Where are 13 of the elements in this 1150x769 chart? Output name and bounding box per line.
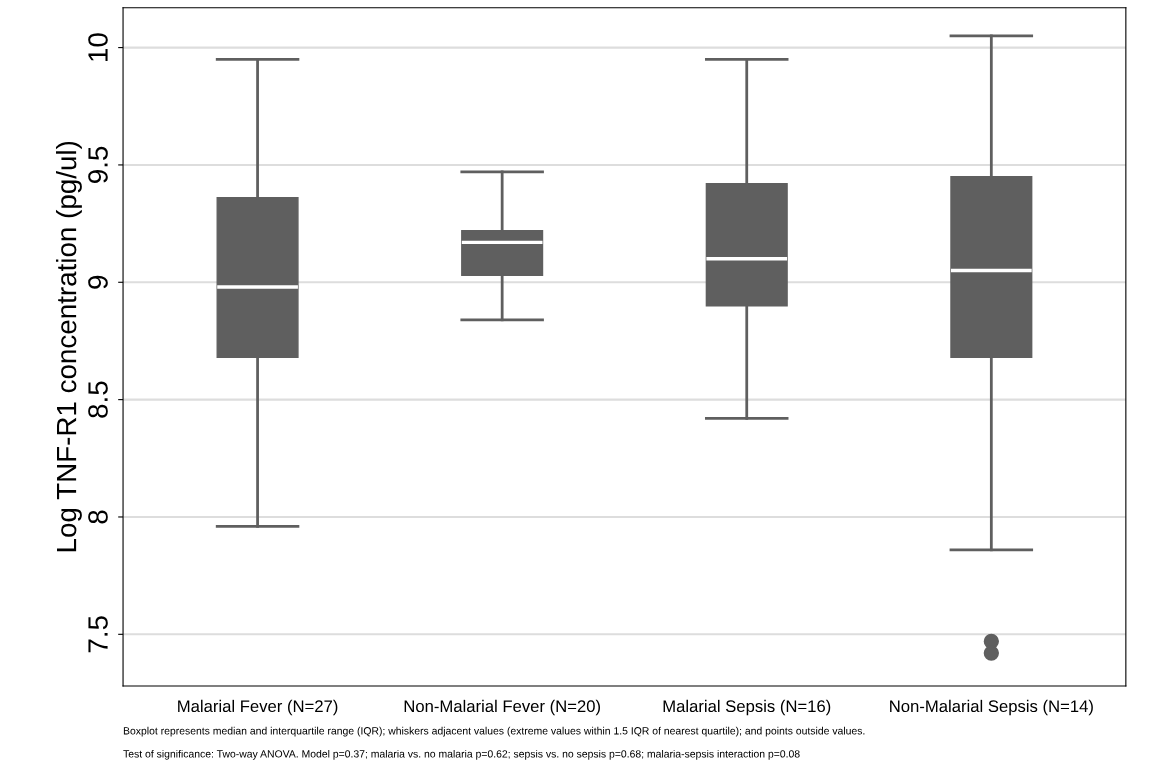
y-tick-label: 10: [88, 33, 108, 61]
x-tick-label: Malarial Fever (N=27): [178, 699, 338, 716]
y-tick-label: 9: [88, 275, 108, 289]
y-tick-label: 9.5: [88, 146, 108, 183]
y-tick-label: 7.5: [88, 616, 108, 653]
text: Test of significance: Two-way ANOVA. Model p=0.37; malaria vs. no malaria p=0.62; sepsis vs. no sepsis p=0.68; malaria-sepsis interaction p=0.08: [123, 749, 800, 760]
y-tick-label: 8: [88, 510, 108, 524]
x-tick-label: Non-Malarial Fever (N=20): [404, 699, 600, 716]
x-tick-label: Malarial Sepsis (N=16): [663, 699, 831, 716]
y-tick-label: 8.5: [88, 381, 108, 418]
x-tick-label: Non-Malarial Sepsis (N=14): [890, 699, 1093, 716]
y-axis-title: Log TNF-R1 concentration (pg/ul): [55, 141, 82, 552]
text: Boxplot represents median and interquartile range (IQR); whiskers adjacent values (extreme values within 1.5 IQR of nearest quartile); and points outside values.: [123, 726, 865, 737]
